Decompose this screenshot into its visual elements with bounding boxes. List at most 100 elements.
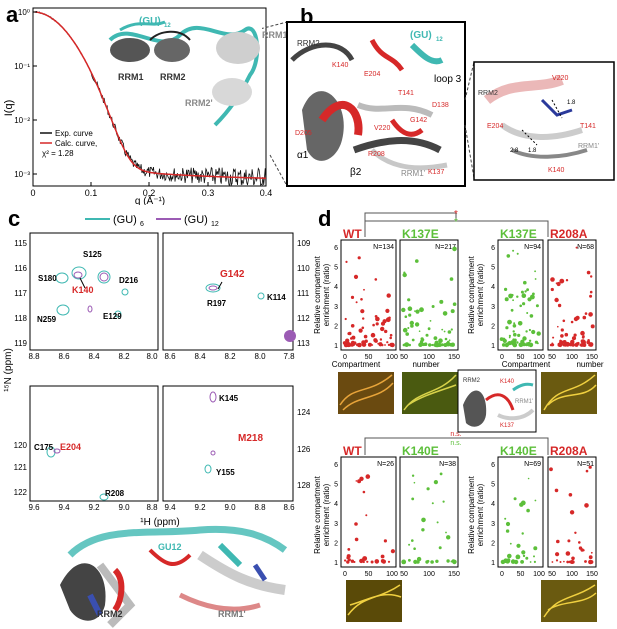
d-scatter-point	[526, 312, 529, 314]
micro-wt-bottom	[346, 580, 402, 622]
xtick-02: 0.2	[143, 188, 156, 198]
inset-d3: 1.8	[528, 148, 537, 154]
nmr-panel-3-frame	[29, 385, 159, 502]
d-ytick: 6	[491, 245, 495, 252]
nmr-panel-2-frame	[162, 232, 294, 351]
d-scatter-point	[530, 294, 535, 300]
d-scatter-point	[408, 558, 411, 562]
d-scatter-point	[410, 324, 414, 328]
d-scatter-point	[584, 312, 588, 315]
d-inset-rrm1p: RRM1'	[515, 399, 533, 405]
panel-letter-d: d	[318, 206, 332, 231]
d-xtick: 150	[448, 571, 460, 578]
d-scatter-point	[362, 317, 365, 320]
d-scatter-point	[402, 343, 406, 347]
svg-text:7.8: 7.8	[283, 352, 295, 361]
ytick-1e-1: 10⁻¹	[14, 62, 30, 71]
panel-a-structure-illustration: (GU) 12 RRM1 RRM2 RRM1' RRM2'	[108, 16, 290, 127]
d-ytick: 5	[334, 265, 338, 272]
d-scatter-point	[556, 281, 561, 287]
b-gu-sub: 12	[436, 37, 443, 43]
d-scatter-point	[515, 554, 521, 560]
d-scatter-point	[374, 559, 380, 564]
d-scatter-point	[526, 508, 530, 513]
d-scatter-point	[554, 297, 559, 303]
d-scatter-point	[379, 338, 383, 341]
d-inset-k140: K140	[500, 379, 515, 385]
d-scatter-point	[367, 342, 372, 347]
d-ylabel-3a: Relative compartment	[313, 475, 322, 554]
d-plot-title-bottom-3: R208A	[550, 444, 588, 458]
d-scatter-point	[413, 481, 416, 484]
d-scatter-point	[433, 336, 438, 340]
panel-letter-c: c	[8, 206, 21, 231]
d-scatter-point	[529, 314, 534, 318]
d-scatter-point	[439, 472, 443, 476]
d-xtick: 150	[448, 354, 460, 361]
d-scatter-point	[590, 324, 595, 329]
d-scatter-point	[502, 560, 506, 564]
d-xtick: 100	[423, 571, 435, 578]
d-scatter-point	[557, 303, 562, 308]
d-scatter-point	[347, 548, 351, 551]
d-plot-n-bottom-1: N=38	[439, 461, 456, 468]
svg-text:126: 126	[297, 445, 310, 454]
svg-text:124: 124	[297, 408, 310, 417]
d-xlabel-2: number	[412, 360, 439, 369]
b-beta2: β2	[350, 167, 362, 178]
p3-label-c175: C175	[34, 443, 54, 452]
d-ytick: 3	[334, 521, 338, 528]
inset-t141: T141	[580, 123, 596, 130]
ytick-1e-2: 10⁻²	[14, 116, 30, 125]
d-xtick: 50	[400, 354, 408, 361]
inset-v220: V220	[552, 75, 568, 82]
d-xtick: 50	[400, 571, 408, 578]
d-ytick: 1	[491, 560, 495, 567]
d-scatter-point	[387, 560, 391, 563]
d-scatter-point	[452, 302, 457, 306]
svg-text:8.8: 8.8	[146, 503, 158, 512]
d-scatter-point	[526, 341, 532, 347]
nmr-panel-4-peaks	[204, 391, 217, 474]
d-scatter-point	[551, 561, 554, 563]
d-scatter-point	[505, 529, 510, 533]
d-scatter-point	[582, 315, 587, 320]
d-ytick: 6	[334, 462, 338, 469]
d-scatter-point	[413, 547, 416, 550]
nmr-p2-ticks: 8.6 8.4 8.2 8.0 7.8 109 110 111 112 113	[164, 239, 310, 361]
d-inset-rrm2: RRM2	[463, 378, 481, 384]
d-scatter-point	[522, 302, 526, 306]
legend-gu6-sub: 6	[140, 221, 144, 228]
svg-text:8.4: 8.4	[88, 352, 100, 361]
svg-text:110: 110	[297, 264, 310, 273]
b-k140: K140	[332, 62, 348, 69]
d-plot-title-bottom-2: K140E	[500, 444, 537, 458]
d-scatter-point	[438, 546, 442, 550]
d-scatter-point	[585, 469, 589, 473]
d-scatter-point	[590, 275, 593, 278]
xtick-01: 0.1	[85, 188, 98, 198]
d-plot-title-bottom-0: WT	[343, 444, 362, 458]
d-scatter-point	[416, 556, 422, 562]
d-scatter-point	[390, 549, 395, 554]
d-ylabel-3b: enrichment (ratio)	[322, 483, 331, 546]
b-e204: E204	[364, 71, 380, 78]
d-scatter-point	[346, 556, 350, 560]
d-scatter-point	[380, 554, 385, 559]
d-scatter-point	[421, 338, 425, 342]
d-scatter-point	[523, 280, 527, 285]
d-xtick: 100	[386, 571, 398, 578]
micro-r208a-bottom	[541, 580, 597, 622]
p3-label-r208: R208	[105, 489, 125, 498]
d-ylabel-1a: Relative compartment	[313, 255, 322, 334]
d-scatter-point	[404, 315, 408, 318]
d-scatter-point	[374, 339, 378, 343]
d-scatter-point	[342, 341, 347, 345]
d-scatter-point	[421, 517, 426, 523]
d-scatter-point	[385, 308, 390, 313]
d-plot-n-top-0: N=134	[373, 244, 394, 251]
d-scatter-point	[411, 474, 415, 477]
d-ytick: 2	[334, 323, 338, 330]
d-scatter-point	[345, 343, 347, 346]
d-scatter-point	[374, 278, 378, 281]
